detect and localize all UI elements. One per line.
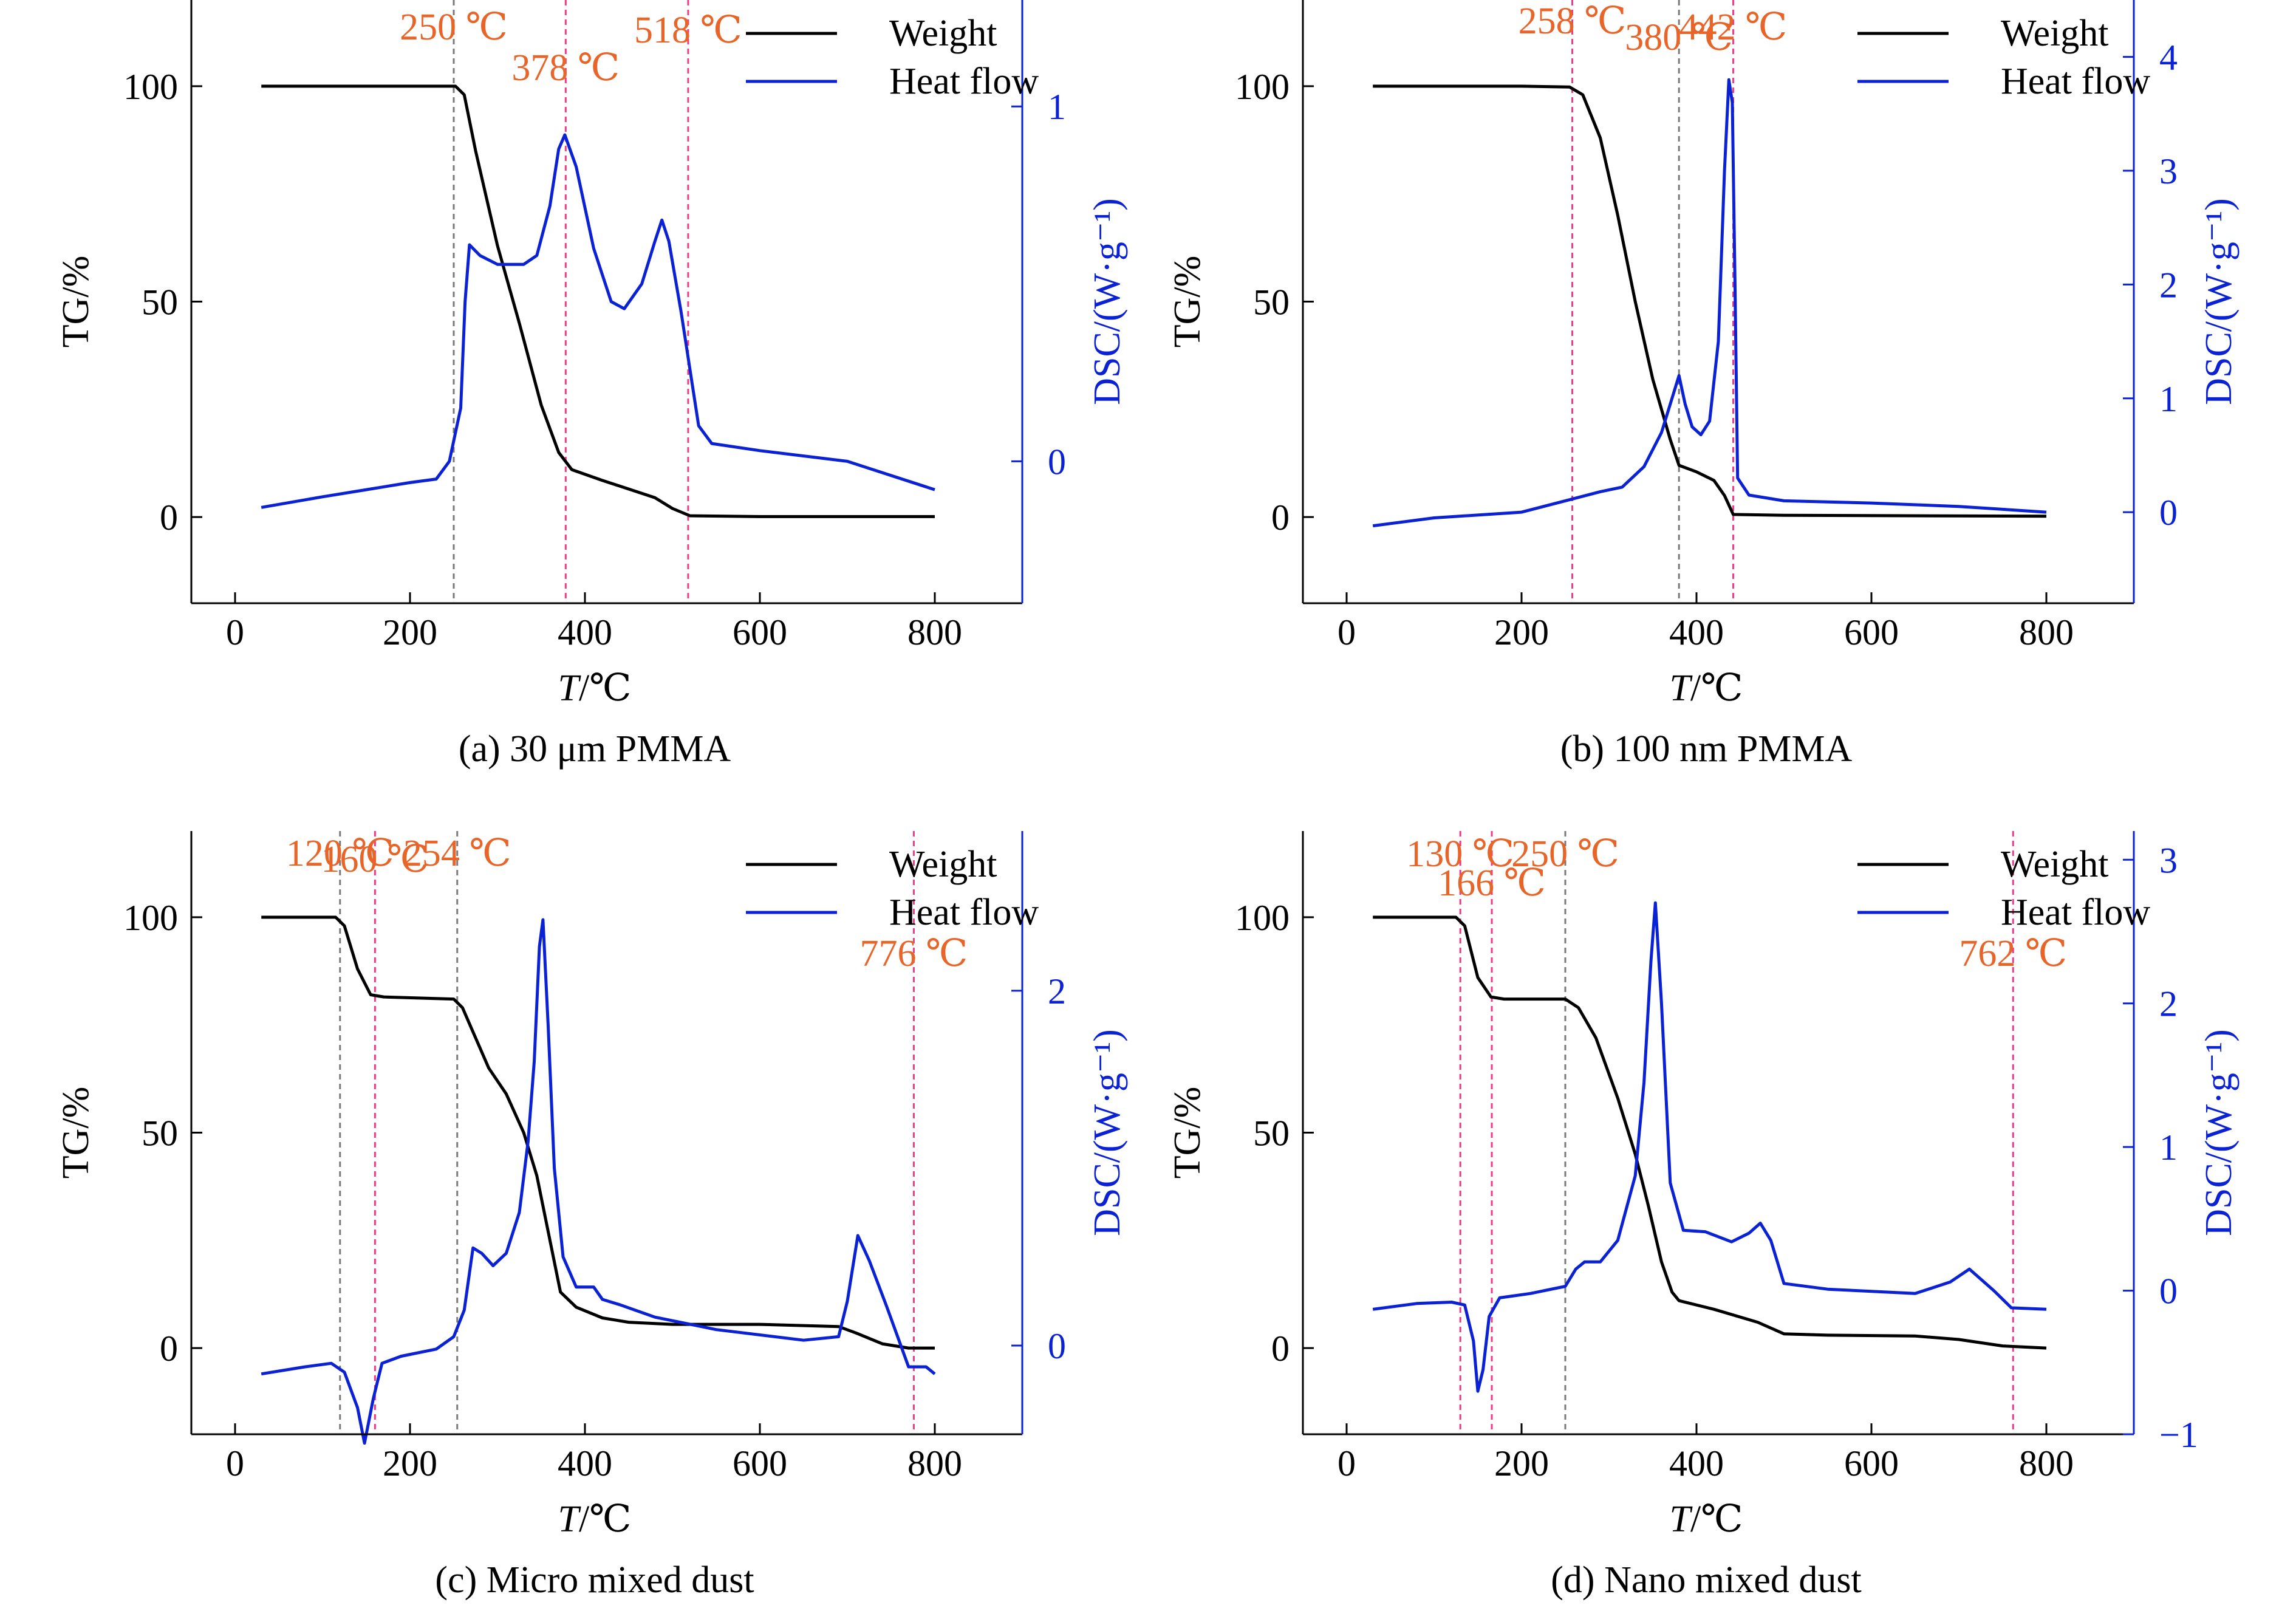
temperature-annotation: 380 ℃ bbox=[1625, 17, 1733, 58]
heat-flow-line bbox=[261, 133, 935, 509]
y-axis-title: TG/% bbox=[1167, 256, 1208, 348]
panel-caption: (d) Nano mixed dust bbox=[1551, 1559, 1861, 1601]
y2-tick-label: 3 bbox=[2159, 840, 2178, 880]
weight-line bbox=[1373, 84, 2047, 518]
y-tick-label: 0 bbox=[1271, 1329, 1290, 1369]
x-tick-label: 800 bbox=[2019, 1443, 2074, 1483]
legend-weight-label: Weight bbox=[889, 844, 997, 885]
y-tick-label: 100 bbox=[123, 898, 178, 938]
weight-line bbox=[261, 915, 935, 1350]
y2-tick-label: 3 bbox=[2159, 151, 2178, 191]
x-tick-label: 600 bbox=[1844, 1443, 1899, 1483]
y-tick-label: 50 bbox=[142, 282, 178, 323]
legend-heat-flow-label: Heat flow bbox=[889, 892, 1039, 933]
x-tick-label: 400 bbox=[1669, 612, 1724, 652]
y-tick-label: 50 bbox=[142, 1114, 178, 1154]
x-tick-label: 0 bbox=[226, 612, 244, 652]
x-tick-label: 0 bbox=[1338, 612, 1356, 652]
y-tick-label: 50 bbox=[1253, 282, 1290, 323]
y-axis-title: TG/% bbox=[1167, 1087, 1208, 1179]
x-axis-title: T/℃ bbox=[1669, 668, 1743, 709]
weight-line bbox=[1373, 915, 2047, 1350]
y2-tick-label: 2 bbox=[2159, 265, 2178, 305]
chart-panel-c: 0 200 400 600 800 0 50 100 0 2 T/℃ TG/% DSC/(W·g⁻¹) W… bbox=[55, 831, 1128, 1601]
x-axis-title: T/℃ bbox=[558, 1499, 631, 1540]
y2-tick-label: 4 bbox=[2159, 38, 2178, 78]
x-tick-label: 600 bbox=[733, 1443, 787, 1483]
y-tick-label: 100 bbox=[123, 67, 178, 107]
temperature-annotation: 250 ℃ bbox=[1511, 833, 1619, 875]
chart-panel-d: 0 200 400 600 800 0 50 100 −1 0 1 2 3 T/℃ TG/% DSC/(W·g… bbox=[1167, 831, 2240, 1601]
panel-caption: (b) 100 nm PMMA bbox=[1560, 728, 1853, 770]
y-axis-title: TG/% bbox=[55, 256, 97, 348]
y-tick-label: 0 bbox=[160, 1329, 178, 1369]
x-tick-label: 600 bbox=[733, 612, 787, 652]
y2-axis-title: DSC/(W·g⁻¹) bbox=[2198, 198, 2240, 405]
y2-tick-label: 2 bbox=[1048, 971, 1066, 1011]
x-tick-label: 400 bbox=[558, 1443, 612, 1483]
panel-caption: (c) Micro mixed dust bbox=[435, 1559, 754, 1601]
y2-tick-label: 0 bbox=[2159, 1271, 2178, 1312]
temperature-annotation: 160 ℃ bbox=[321, 839, 429, 880]
y2-axis-title: DSC/(W·g⁻¹) bbox=[1087, 1029, 1128, 1236]
y2-tick-label: 2 bbox=[2159, 984, 2178, 1024]
temperature-annotation: 130 ℃ bbox=[1406, 833, 1514, 875]
temperature-annotation: 442 ℃ bbox=[1679, 7, 1788, 48]
x-tick-label: 200 bbox=[383, 612, 437, 652]
x-tick-label: 0 bbox=[226, 1443, 244, 1483]
y-tick-label: 0 bbox=[1271, 498, 1290, 538]
chart-panel-b: 0 200 400 600 800 0 50 100 0 1 2 3 4 T/℃ TG/% DSC/(W·g⁻… bbox=[1167, 0, 2240, 770]
x-tick-label: 0 bbox=[1338, 1443, 1356, 1483]
heat-flow-line bbox=[1372, 901, 2047, 1393]
temperature-annotation: 258 ℃ bbox=[1519, 1, 1627, 42]
y2-tick-label: 0 bbox=[1048, 1326, 1066, 1366]
y-tick-label: 0 bbox=[160, 498, 178, 538]
y-tick-label: 100 bbox=[1235, 898, 1290, 938]
y2-tick-label: 1 bbox=[2159, 379, 2178, 419]
x-tick-label: 400 bbox=[558, 612, 612, 652]
x-tick-label: 200 bbox=[383, 1443, 437, 1483]
legend-weight-label: Weight bbox=[889, 13, 997, 54]
x-tick-label: 800 bbox=[2019, 612, 2074, 652]
x-axis-title: T/℃ bbox=[1669, 1499, 1743, 1540]
temperature-annotation: 762 ℃ bbox=[1959, 933, 2067, 974]
y2-tick-label: −1 bbox=[2159, 1415, 2198, 1455]
x-tick-label: 600 bbox=[1844, 612, 1899, 652]
legend-weight-label: Weight bbox=[2001, 13, 2109, 54]
y-tick-label: 100 bbox=[1235, 67, 1290, 107]
temperature-annotation: 254 ℃ bbox=[403, 833, 511, 874]
x-tick-label: 200 bbox=[1494, 1443, 1549, 1483]
y2-axis-title: DSC/(W·g⁻¹) bbox=[1087, 198, 1128, 405]
y-axis-title: TG/% bbox=[55, 1087, 97, 1179]
temperature-annotation: 120 ℃ bbox=[286, 833, 394, 874]
chart-panel-a: 0 200 400 600 800 0 50 100 0 1 T/℃ TG/% DSC/(W·g⁻¹) W… bbox=[55, 0, 1128, 770]
temperature-annotation: 166 ℃ bbox=[1438, 863, 1546, 904]
y2-tick-label: 1 bbox=[1048, 87, 1066, 127]
y2-tick-label: 0 bbox=[1048, 442, 1066, 482]
temperature-annotation: 378 ℃ bbox=[511, 47, 620, 89]
y2-axis-title: DSC/(W·g⁻¹) bbox=[2198, 1029, 2240, 1236]
temperature-annotation: 250 ℃ bbox=[400, 7, 508, 48]
x-tick-label: 800 bbox=[907, 612, 962, 652]
weight-line bbox=[261, 84, 935, 518]
temperature-annotation: 518 ℃ bbox=[634, 10, 742, 51]
legend-heat-flow-label: Heat flow bbox=[2001, 892, 2150, 933]
temperature-annotation: 776 ℃ bbox=[860, 933, 968, 974]
x-axis-title: T/℃ bbox=[558, 668, 631, 709]
x-tick-label: 800 bbox=[907, 1443, 962, 1483]
x-tick-label: 400 bbox=[1669, 1443, 1724, 1483]
y2-tick-label: 1 bbox=[2159, 1127, 2178, 1168]
x-tick-label: 200 bbox=[1494, 612, 1549, 652]
legend-heat-flow-label: Heat flow bbox=[2001, 61, 2150, 102]
heat-flow-line bbox=[261, 918, 936, 1445]
y-tick-label: 50 bbox=[1253, 1114, 1290, 1154]
legend-heat-flow-label: Heat flow bbox=[889, 61, 1039, 102]
y2-tick-label: 0 bbox=[2159, 493, 2178, 533]
legend-weight-label: Weight bbox=[2001, 844, 2109, 885]
heat-flow-line bbox=[1372, 78, 2047, 528]
panel-caption: (a) 30 μm PMMA bbox=[459, 728, 731, 770]
